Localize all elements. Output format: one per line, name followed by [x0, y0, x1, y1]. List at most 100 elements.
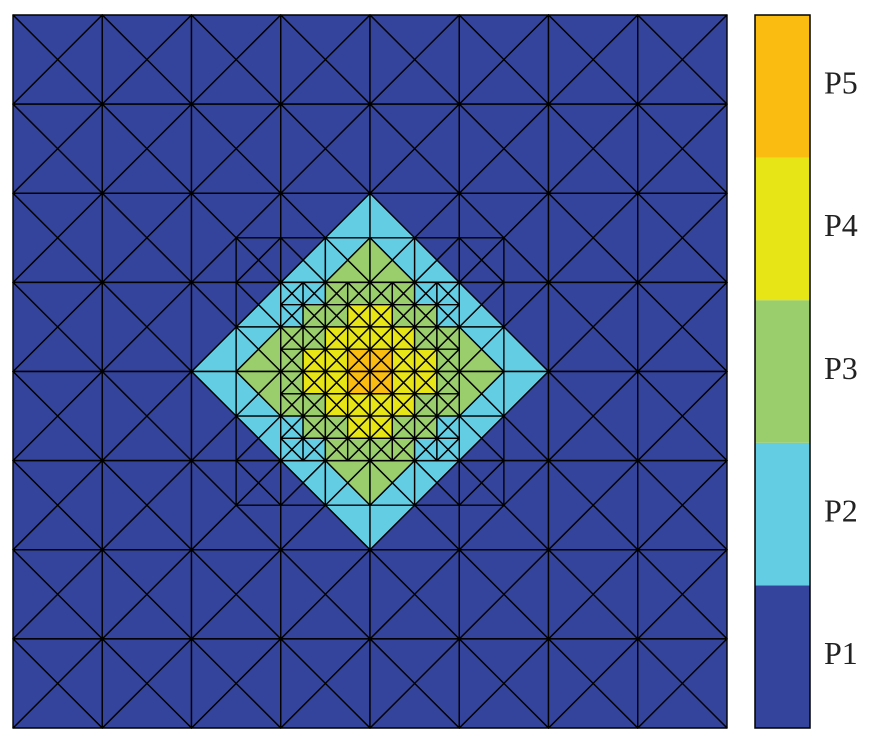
mesh-element	[436, 437, 449, 462]
mesh-element	[346, 393, 360, 417]
mesh-element	[458, 549, 505, 640]
mesh-element	[12, 103, 59, 194]
mesh-element	[413, 437, 427, 462]
mesh-element	[413, 370, 427, 395]
colorbar-segment	[755, 585, 810, 728]
mesh-element	[547, 459, 594, 551]
mesh-element	[190, 370, 237, 462]
mesh-element	[280, 237, 304, 284]
mesh-element	[101, 549, 148, 640]
mesh-element	[302, 370, 315, 395]
mesh-element	[391, 348, 405, 373]
mesh-element	[101, 281, 148, 373]
mesh-element	[101, 103, 148, 194]
mesh-element	[369, 237, 394, 284]
mesh-element	[369, 459, 394, 506]
mesh-element	[346, 281, 360, 306]
mesh-element	[324, 370, 338, 395]
mesh-element	[458, 103, 505, 194]
mesh-element	[324, 393, 338, 417]
mesh-element	[302, 303, 315, 328]
mesh-element	[346, 303, 360, 328]
mesh-element	[547, 549, 594, 640]
mesh-element	[280, 393, 293, 417]
mesh-element	[547, 103, 594, 194]
mesh-element	[101, 14, 148, 105]
mesh-element	[369, 103, 416, 194]
mesh-element	[413, 326, 427, 350]
mesh-element	[391, 393, 405, 417]
mesh-element	[436, 415, 449, 440]
mesh-element	[436, 281, 449, 306]
colorbar-label: P3	[824, 350, 858, 386]
mesh-element	[302, 415, 315, 440]
mesh-element	[547, 192, 594, 284]
mesh-element	[369, 393, 382, 417]
colorbar-label: P4	[824, 207, 858, 243]
mesh-element	[436, 370, 449, 395]
mesh-element	[12, 192, 59, 284]
mesh-element	[12, 549, 59, 640]
mesh-element	[190, 14, 237, 105]
colorbar: P1 P2 P3 P4 P5	[754, 14, 858, 729]
mesh-element	[346, 326, 360, 350]
mesh-element	[12, 370, 59, 462]
mesh-element	[413, 393, 427, 417]
mesh-element	[346, 415, 360, 440]
mesh-element	[101, 370, 148, 462]
mesh-element	[280, 348, 293, 373]
mesh-element	[391, 415, 405, 440]
colorbar-label: P2	[824, 492, 858, 528]
mesh-element	[413, 303, 427, 328]
mesh	[12, 14, 728, 729]
mesh-element	[413, 348, 427, 373]
mesh-element	[324, 326, 338, 350]
mesh-element	[346, 437, 360, 462]
mesh-element	[235, 237, 260, 284]
mesh-element	[413, 281, 427, 306]
mesh-element	[280, 281, 293, 306]
mesh-element	[458, 237, 483, 284]
mesh-element	[280, 14, 327, 105]
mesh-element	[436, 326, 449, 350]
mesh-element	[637, 459, 684, 551]
colorbar-label: P1	[824, 635, 858, 671]
mesh-element	[637, 192, 684, 284]
colorbar-segment	[755, 300, 810, 443]
mesh-element	[369, 638, 416, 729]
mesh-element	[436, 348, 449, 373]
mesh-element	[280, 370, 293, 395]
mesh-element	[413, 459, 438, 506]
mesh-element	[547, 281, 594, 373]
mesh-element	[302, 348, 315, 373]
mesh-element	[637, 281, 684, 373]
mesh-element	[547, 370, 594, 462]
mesh-element	[302, 393, 315, 417]
mesh-element	[302, 281, 315, 306]
mesh-element	[324, 415, 338, 440]
mesh-element	[235, 370, 260, 417]
mesh-element	[280, 415, 293, 440]
mesh-element	[280, 638, 327, 729]
mesh-element	[280, 326, 293, 350]
mesh-element	[190, 549, 237, 640]
mesh-element	[547, 638, 594, 729]
mesh-element	[101, 459, 148, 551]
mesh-element	[369, 303, 382, 328]
mesh-element	[637, 638, 684, 729]
mesh-element	[12, 281, 59, 373]
mesh-element	[391, 370, 405, 395]
mesh-element	[101, 638, 148, 729]
mesh-element	[391, 303, 405, 328]
mesh-element	[235, 415, 260, 462]
mesh-element	[369, 326, 382, 350]
colorbar-segment	[755, 442, 810, 586]
mesh-element	[324, 459, 349, 506]
mesh-element	[413, 237, 438, 284]
mesh-element	[280, 459, 304, 506]
mesh-element	[190, 638, 237, 729]
mesh-element	[302, 326, 315, 350]
mesh-element	[190, 103, 237, 194]
mesh-element	[190, 281, 237, 373]
